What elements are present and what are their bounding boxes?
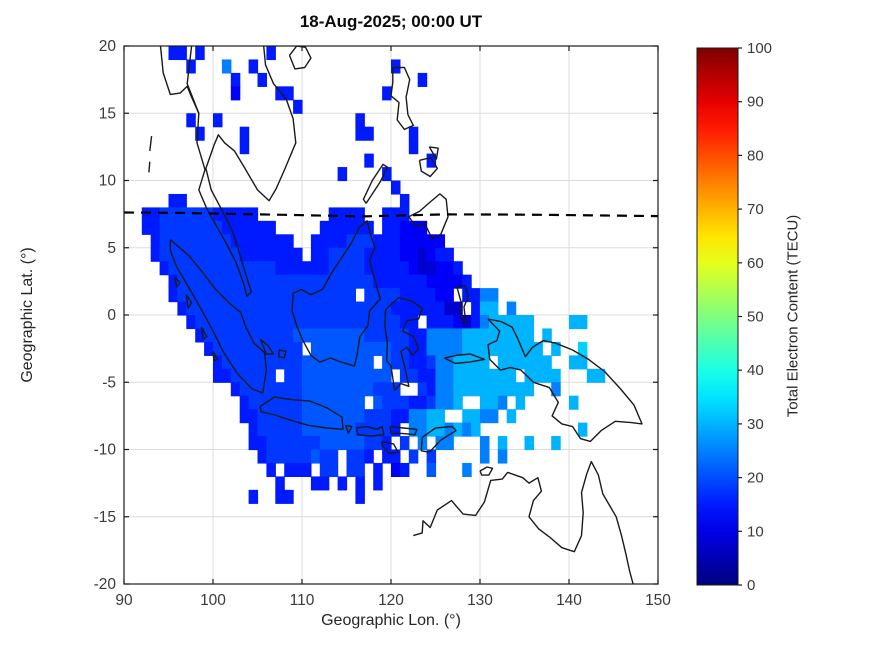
coastline-visayas: [418, 156, 438, 178]
svg-text:60: 60: [747, 255, 764, 272]
magnetic-equator-dashed-line: [123, 211, 659, 218]
coastline-sumba: [381, 440, 399, 455]
coastline-myanmar: [159, 46, 200, 114]
coastline-seram: [444, 353, 486, 365]
x-tick-labels: 90 100 110 120 130 140 150: [115, 592, 671, 609]
coastline-bangka: [259, 338, 275, 355]
svg-text:90: 90: [747, 94, 764, 111]
coastline-andaman1: [149, 136, 153, 151]
coastlines: [148, 46, 643, 584]
coastline-samar: [428, 146, 439, 160]
svg-text:100: 100: [200, 592, 226, 609]
svg-text:150: 150: [645, 592, 671, 609]
svg-text:10: 10: [99, 173, 117, 190]
svg-text:5: 5: [107, 240, 116, 257]
colorbar: [696, 47, 739, 586]
svg-text:40: 40: [747, 362, 764, 379]
coastline-australia: [413, 460, 634, 584]
svg-text:-20: -20: [94, 576, 117, 593]
y-tick-labels: -20 -15 -10 -5 0 5 10 15 20: [94, 38, 117, 593]
svg-text:-10: -10: [94, 442, 117, 459]
coastline-new_guinea: [487, 318, 643, 443]
coastline-indochina: [186, 46, 297, 297]
svg-text:20: 20: [99, 38, 117, 55]
coastline-sumatra: [169, 239, 268, 394]
coastline-flores: [389, 425, 418, 436]
coastline-siberut: [200, 326, 208, 340]
colorbar-ticks: [738, 47, 742, 586]
coastline-borneo: [291, 220, 381, 367]
svg-text:80: 80: [747, 147, 764, 164]
colorbar-tick-labels: 0 10 20 30 40 50 60 70 80 90 100: [747, 40, 772, 594]
coastline-java: [259, 396, 344, 430]
coastline-andaman2: [148, 161, 151, 173]
svg-text:0: 0: [107, 307, 116, 324]
coastline-timor: [420, 425, 457, 453]
coastline-halmahera: [456, 284, 470, 324]
x-axis-label: Geographic Lon. (°): [321, 612, 461, 629]
svg-text:30: 30: [747, 416, 764, 433]
svg-text:100: 100: [747, 40, 772, 57]
colorbar-label: Total Electron Content (TECU): [784, 214, 802, 418]
coastline-mindanao: [408, 193, 449, 239]
svg-text:0: 0: [747, 577, 755, 594]
chart-title: 18-Aug-2025; 00:00 UT: [299, 12, 483, 31]
svg-text:130: 130: [467, 592, 493, 609]
svg-text:70: 70: [747, 201, 764, 218]
coastline-hainan: [288, 46, 312, 70]
coastline-melville: [479, 466, 494, 476]
coastline-sulawesi: [384, 296, 423, 391]
svg-text:50: 50: [747, 309, 764, 326]
coastline-pagai: [212, 350, 219, 362]
svg-text:15: 15: [99, 105, 116, 122]
coastline-simeulue: [174, 276, 181, 288]
svg-text:10: 10: [747, 523, 764, 540]
coastline-belitung: [278, 349, 287, 359]
svg-text:-15: -15: [94, 509, 116, 526]
y-axis-label: Geographic Lat. (°): [19, 247, 36, 383]
coastline-lombok_sumbawa: [355, 425, 385, 437]
axis-ticks: [123, 45, 659, 585]
coastline-bali: [344, 424, 353, 435]
svg-text:90: 90: [115, 592, 133, 609]
svg-text:140: 140: [556, 592, 582, 609]
coastline-nias: [185, 294, 193, 309]
svg-text:-5: -5: [102, 374, 116, 391]
svg-text:120: 120: [378, 592, 404, 609]
svg-text:20: 20: [747, 470, 764, 487]
coastline-palawan: [362, 163, 389, 204]
svg-text:110: 110: [290, 592, 315, 609]
coastline-luzon: [390, 66, 414, 131]
